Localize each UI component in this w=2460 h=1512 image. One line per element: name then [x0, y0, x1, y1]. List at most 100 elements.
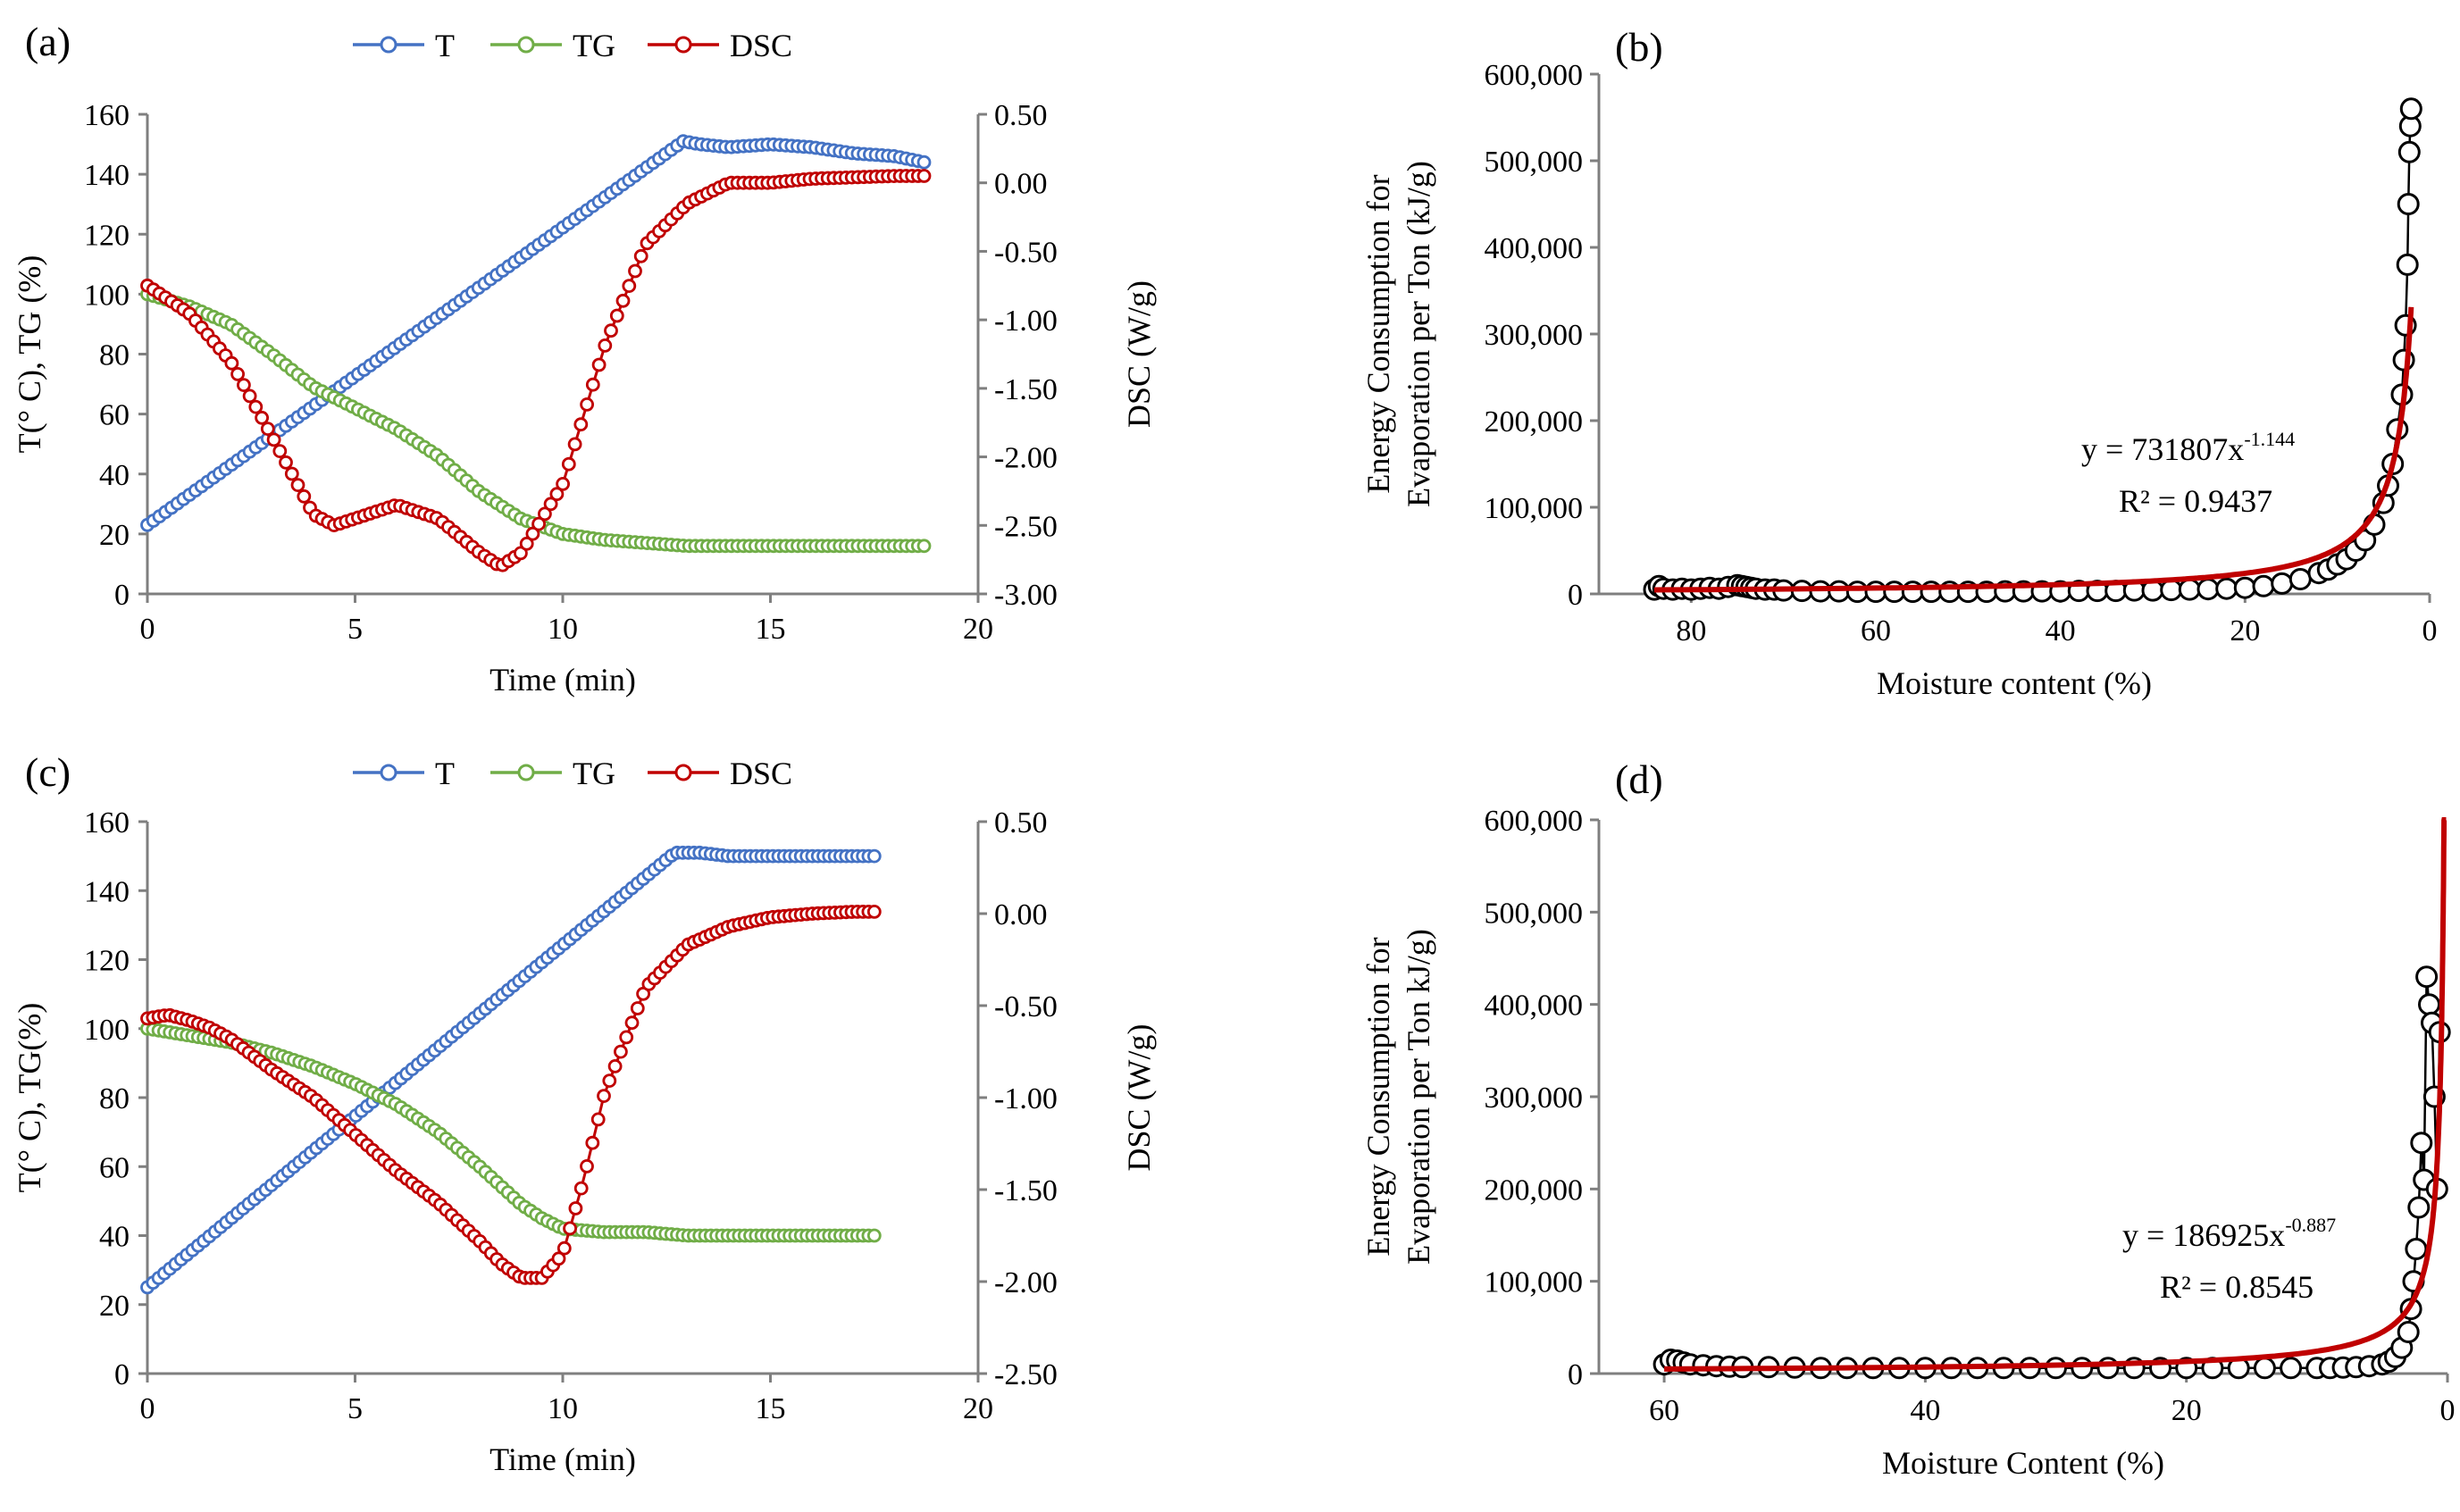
legend-label-tg: TG — [573, 28, 615, 63]
data-point — [1845, 581, 1869, 604]
y-tick-label: 600,000 — [1485, 59, 1584, 92]
panel-label: (a) — [25, 19, 71, 64]
y-left-tick-label: 160 — [84, 806, 130, 840]
data-point — [2288, 568, 2312, 590]
observed-series — [1643, 97, 2422, 604]
y-left-axis-label: T(° C), TG (%) — [12, 255, 47, 454]
y-left-tick-label: 100 — [84, 1014, 130, 1047]
x-tick-label: 10 — [548, 1392, 578, 1425]
data-point-dsc — [556, 477, 570, 491]
x-tick-label: 20 — [963, 613, 993, 646]
data-point-dsc — [568, 1201, 583, 1215]
legend-marker-t — [380, 764, 397, 781]
data-point-t — [916, 155, 932, 170]
y-tick-label: 300,000 — [1485, 319, 1584, 352]
data-point — [1828, 580, 1851, 603]
data-point-dsc — [279, 455, 293, 470]
y-axis-label-line1: Energy Consumption for — [1360, 937, 1396, 1256]
series-t — [140, 845, 882, 1295]
y-right-tick-label: 0.00 — [994, 898, 1048, 931]
data-point — [1864, 581, 1887, 604]
legend-label-dsc: DSC — [730, 756, 792, 791]
fit-r-squared: R² = 0.8545 — [2160, 1269, 2314, 1305]
y-left-tick-label: 0 — [114, 579, 130, 612]
x-tick-label: 15 — [756, 613, 786, 646]
data-point-dsc — [916, 169, 932, 183]
legend-marker-t — [380, 36, 397, 54]
legend: T TG DSC — [353, 756, 792, 791]
legend-label-t: T — [435, 28, 455, 63]
y-right-tick-label: -0.50 — [994, 236, 1058, 269]
data-point-dsc — [514, 546, 528, 561]
data-point-dsc — [230, 366, 246, 381]
data-point-dsc — [284, 466, 299, 481]
y-right-axis-label: DSC (W/g) — [1121, 1024, 1157, 1172]
y-left-tick-label: 20 — [99, 519, 130, 552]
data-point-dsc — [561, 456, 576, 472]
data-point-dsc — [519, 536, 534, 551]
y-left-tick-label: 60 — [99, 399, 130, 432]
x-tick-label: 40 — [1910, 1394, 1940, 1427]
observed-series — [1653, 965, 2451, 1380]
data-point — [2410, 1132, 2433, 1155]
data-point — [2253, 1357, 2276, 1380]
x-tick-label: 10 — [548, 613, 578, 646]
y-tick-label: 100,000 — [1485, 492, 1584, 525]
data-point-dsc — [538, 506, 552, 522]
data-point-dsc — [615, 293, 631, 308]
y-left-tick-label: 20 — [99, 1290, 130, 1323]
data-point-dsc — [591, 357, 607, 372]
fit-trendline — [1664, 817, 2447, 1372]
y-left-tick-label: 120 — [84, 945, 130, 978]
data-point-dsc — [622, 279, 637, 294]
x-axis-label: Time (min) — [489, 662, 636, 698]
legend-marker-dsc — [674, 36, 692, 54]
x-tick-label: 20 — [2230, 614, 2260, 647]
data-point-dsc — [266, 432, 281, 447]
data-point-dsc — [224, 355, 239, 371]
fit-r-squared: R² = 0.9437 — [2119, 483, 2272, 519]
legend-label-dsc: DSC — [730, 28, 792, 63]
chart-panel-b: 80 60 40 20 0 0 100,000 200,000 300,000 400,000 50… — [1360, 24, 2438, 701]
fit-equation-exponent: -0.887 — [2285, 1214, 2336, 1236]
data-point-dsc — [290, 478, 305, 492]
data-point-dsc — [549, 487, 565, 502]
y-right-tick-label: -1.50 — [994, 373, 1058, 406]
data-point-dsc — [556, 1241, 572, 1256]
y-left-tick-label: 80 — [99, 1082, 130, 1115]
data-point-dsc — [630, 1001, 645, 1015]
legend-label-tg: TG — [573, 756, 615, 791]
x-tick-label: 5 — [347, 1392, 363, 1425]
y-left-tick-label: 120 — [84, 219, 130, 252]
data-point — [1883, 581, 1906, 604]
x-axis-label: Moisture Content (%) — [1882, 1445, 2164, 1481]
data-point-dsc — [260, 422, 275, 437]
observed-line — [1653, 108, 2413, 593]
x-tick-label: 0 — [2422, 614, 2438, 647]
y-left-tick-label: 140 — [84, 875, 130, 908]
data-point-dsc — [563, 1221, 577, 1236]
series-t — [140, 134, 932, 532]
x-tick-label: 60 — [1861, 614, 1891, 647]
y-left-tick-label: 0 — [114, 1358, 130, 1391]
y-tick-label: 300,000 — [1485, 1082, 1584, 1115]
data-point — [2397, 1321, 2420, 1343]
series-dsc — [140, 169, 932, 572]
y-tick-label: 0 — [1568, 1358, 1583, 1391]
data-point-dsc — [628, 263, 642, 279]
data-point-dsc — [580, 1159, 594, 1174]
data-point-dsc — [567, 437, 582, 452]
panel-label: (b) — [1615, 24, 1663, 70]
x-tick-label: 0 — [140, 613, 155, 646]
legend-marker-tg — [517, 36, 535, 54]
chart-panel-a: 0 5 10 15 20 0 20 40 60 80 100 120 140 160 -3.00 -2.50 -… — [12, 19, 1157, 698]
data-point-dsc — [866, 905, 882, 919]
y-tick-label: 600,000 — [1485, 805, 1584, 838]
legend-marker-dsc — [674, 764, 692, 781]
data-point — [2280, 1357, 2303, 1380]
data-point-tg — [916, 539, 932, 554]
x-tick-label: 20 — [2171, 1394, 2202, 1427]
y-tick-label: 500,000 — [1485, 897, 1584, 930]
data-point — [2418, 993, 2440, 1016]
